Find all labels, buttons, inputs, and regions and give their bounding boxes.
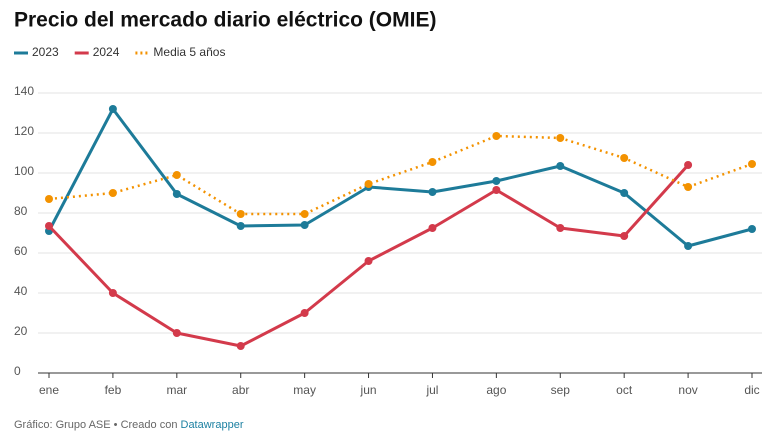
series-line — [47, 163, 690, 348]
y-tick-label: 0 — [14, 364, 21, 378]
point — [684, 242, 693, 250]
series-line — [47, 107, 753, 248]
point — [236, 210, 245, 218]
point — [300, 210, 309, 218]
point — [556, 134, 565, 142]
x-tick-label: dic — [744, 383, 759, 397]
y-tick-label: 120 — [14, 124, 34, 138]
point — [236, 342, 245, 350]
x-tick-label: ago — [486, 383, 506, 397]
x-tick-label: ene — [39, 383, 59, 397]
point — [172, 329, 181, 337]
point — [428, 224, 437, 232]
point — [108, 189, 117, 197]
x-tick-label: may — [293, 383, 316, 397]
point — [300, 221, 309, 229]
point — [172, 190, 181, 198]
footer-source: Gráfico: Grupo ASE • Creado con Datawrap… — [14, 419, 244, 431]
point — [556, 162, 565, 170]
point — [620, 232, 629, 240]
point — [172, 171, 181, 179]
point — [492, 132, 501, 140]
point — [748, 160, 756, 168]
point — [108, 289, 117, 297]
legend-label: 2023 — [32, 45, 59, 59]
x-tick-label: jul — [425, 383, 438, 397]
point — [428, 188, 437, 196]
legend-label: 2024 — [93, 45, 120, 59]
y-tick-label: 100 — [14, 164, 34, 178]
x-tick-label: feb — [105, 383, 122, 397]
legend-label: Media 5 años — [153, 45, 225, 59]
point — [364, 180, 373, 188]
x-tick-label: oct — [616, 383, 633, 397]
source: Gráfico: Grupo ASE • Creado con — [14, 419, 177, 431]
point — [108, 105, 117, 113]
link[interactable]: Datawrapper — [181, 419, 244, 431]
point — [236, 222, 245, 230]
chart-title: Precio del mercado diario eléctrico (OMI… — [14, 9, 436, 32]
point — [45, 195, 53, 203]
point — [684, 161, 693, 169]
x-tick-label: jun — [360, 383, 377, 397]
point — [556, 224, 565, 232]
x-tick-label: sep — [551, 383, 571, 397]
point — [684, 183, 693, 191]
y-tick-label: 20 — [14, 324, 28, 338]
y-tick-label: 60 — [14, 244, 28, 258]
point — [364, 257, 373, 265]
point — [620, 154, 629, 162]
point — [492, 186, 501, 194]
y-tick-label: 140 — [14, 84, 34, 98]
y-tick-label: 80 — [14, 204, 28, 218]
point — [748, 225, 756, 233]
point — [620, 189, 629, 197]
x-tick-label: abr — [232, 383, 249, 397]
point — [428, 158, 437, 166]
point — [300, 309, 309, 317]
x-tick-label: mar — [166, 383, 187, 397]
point — [45, 222, 53, 230]
x-tick-label: nov — [678, 383, 697, 397]
point — [492, 177, 501, 185]
y-tick-label: 40 — [14, 284, 28, 298]
series-line — [48, 134, 753, 216]
